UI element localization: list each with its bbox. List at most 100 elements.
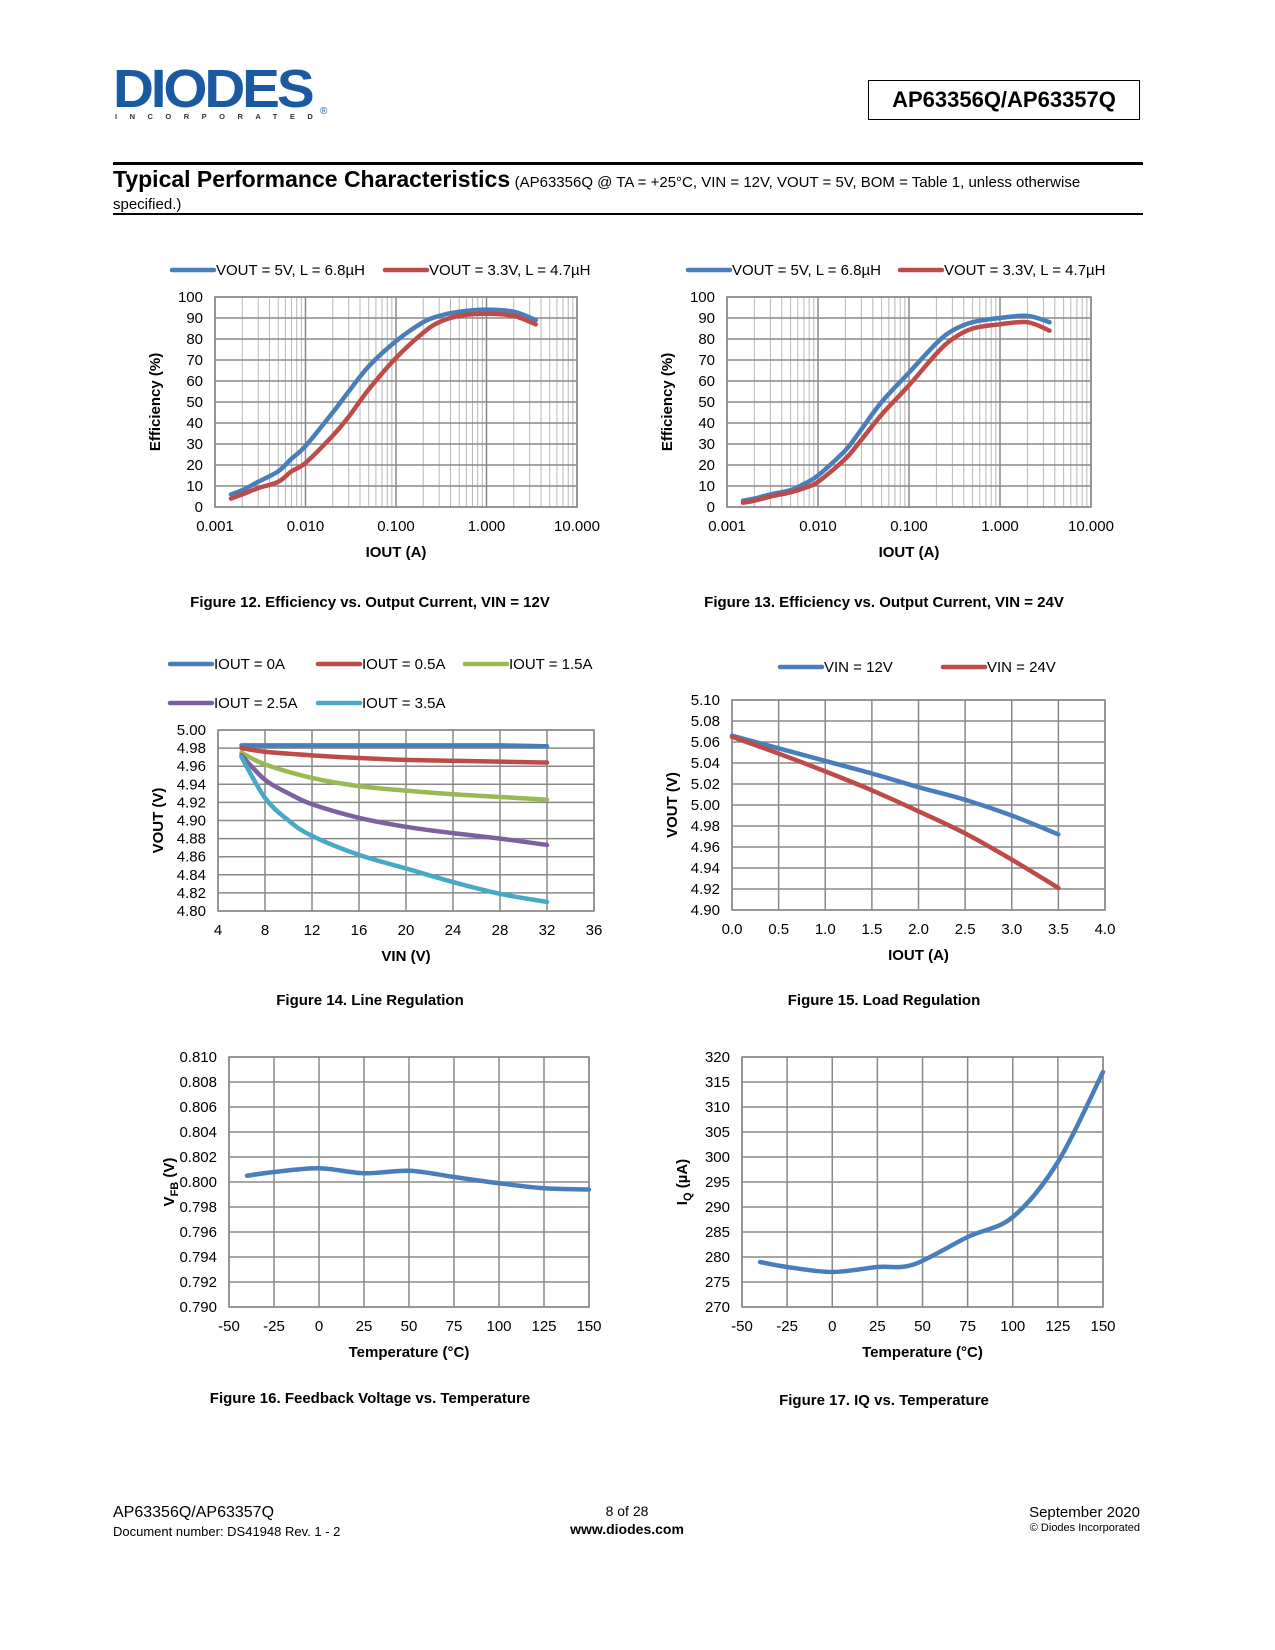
legend-label: IOUT = 0A xyxy=(214,656,285,673)
series-line-red xyxy=(228,311,538,501)
fig13-grid xyxy=(726,296,1092,508)
y-tick-label: 0.794 xyxy=(179,1249,217,1266)
footer-page: 8 of 28 xyxy=(605,1503,649,1519)
y-tick-label: 0 xyxy=(195,499,203,516)
section-rule xyxy=(113,213,1143,215)
y-tick-label: 5.10 xyxy=(691,692,720,709)
x-tick-label: 12 xyxy=(304,922,321,939)
x-tick-label: 0 xyxy=(315,1318,323,1335)
y-tick-label: 0.804 xyxy=(179,1124,217,1141)
x-tick-label: 3.5 xyxy=(1048,921,1069,938)
chart-fig16: -50 -25 0 25 50 75 100 125 150 0.790 0.792 0.794 0.7… xyxy=(140,1040,620,1375)
y-tick-label: 315 xyxy=(705,1074,730,1091)
chart-fig14: 4 8 12 16 20 24 28 32 36 4.80 4.82 4.84 4.86 4.88 4.90… xyxy=(140,645,620,980)
y-tick-label: 0.796 xyxy=(179,1224,217,1241)
x-axis-label: IOUT (A) xyxy=(366,544,427,561)
x-tick-label: 0.0 xyxy=(722,921,743,938)
legend-entry: VOUT = 5V, L = 6.8µH xyxy=(169,262,365,279)
chart-fig14-svg: 4 8 12 16 20 24 28 32 36 4.804.824.844.864.884.90… xyxy=(150,656,602,965)
series-line-blue xyxy=(740,313,1052,503)
plot-border xyxy=(726,296,1092,508)
y-tick-label: 70 xyxy=(698,352,715,369)
x-tick-label: -25 xyxy=(776,1318,798,1335)
footer-website[interactable]: www.diodes.com xyxy=(570,1521,684,1537)
y-tick-label: 300 xyxy=(705,1149,730,1166)
caption-fig15: Figure 15. Load Regulation xyxy=(787,992,981,1009)
legend-entry: IOUT = 1.5A xyxy=(462,656,593,673)
legend-label: VOUT = 3.3V, L = 4.7µH xyxy=(944,262,1106,279)
y-tick-label: 270 xyxy=(705,1299,730,1316)
fig14-grid xyxy=(217,729,595,912)
top-rule xyxy=(113,162,1143,165)
y-axis-label: VFB (V) xyxy=(161,1158,181,1207)
y-axis-label: Efficiency (%) xyxy=(659,353,676,451)
series-line-blue xyxy=(239,743,550,749)
y-tick-label: 0.806 xyxy=(179,1099,217,1116)
legend-entry: VOUT = 5V, L = 6.8µH xyxy=(685,262,881,279)
x-tick-label: 150 xyxy=(1090,1318,1115,1335)
chart-fig13: 0.001 0.010 0.100 1.000 10.000 0 10 20 30 40 50 60 7… xyxy=(655,250,1135,585)
footer-date: September 2020 xyxy=(1029,1504,1140,1521)
x-tick-label: -50 xyxy=(731,1318,753,1335)
legend-entry: IOUT = 0A xyxy=(167,656,285,673)
legend-label: VOUT = 5V, L = 6.8µH xyxy=(732,262,881,279)
series-line-purple xyxy=(239,753,550,848)
caption-fig17: Figure 17. IQ vs. Temperature xyxy=(779,1392,989,1409)
x-tick-label: 10.000 xyxy=(1068,518,1114,535)
x-tick-label: 0.001 xyxy=(708,518,746,535)
legend-label: IOUT = 1.5A xyxy=(509,656,593,673)
series-line-green xyxy=(239,750,550,802)
x-tick-label: 0.010 xyxy=(799,518,837,535)
legend-entry: VIN = 24V xyxy=(940,659,1056,676)
y-tick-label: 290 xyxy=(705,1199,730,1216)
y-tick-label: 285 xyxy=(705,1224,730,1241)
x-tick-label: 1.000 xyxy=(468,518,506,535)
x-tick-label: 25 xyxy=(869,1318,886,1335)
plot-border xyxy=(731,699,1106,911)
y-tick-label: 5.00 xyxy=(177,722,206,739)
chart-fig13-svg: 0.001 0.010 0.100 1.000 10.000 0 10 20 30 40 50 60 7… xyxy=(659,262,1114,561)
y-tick-label: 4.90 xyxy=(691,902,720,919)
fig16-grid xyxy=(228,1056,590,1308)
legend-label: VOUT = 5V, L = 6.8µH xyxy=(216,262,365,279)
series-line-blue xyxy=(757,1069,1106,1275)
x-tick-label: 125 xyxy=(531,1318,556,1335)
series-line-red xyxy=(740,319,1052,506)
x-tick-label: 0.010 xyxy=(287,518,325,535)
legend-entry: VOUT = 3.3V, L = 4.7µH xyxy=(897,262,1106,279)
chart-fig12: 0.001 0.010 0.100 1.000 10.000 0 10 20 30 40 50 60 7… xyxy=(140,250,620,585)
y-tick-label: 280 xyxy=(705,1249,730,1266)
y-tick-label: 5.02 xyxy=(691,776,720,793)
x-tick-label: 1.000 xyxy=(981,518,1019,535)
y-tick-label: 40 xyxy=(186,415,203,432)
legend-entry: IOUT = 0.5A xyxy=(315,656,446,673)
y-tick-label: 4.82 xyxy=(177,885,206,902)
y-tick-label: 80 xyxy=(698,331,715,348)
y-tick-label: 4.94 xyxy=(691,860,720,877)
y-tick-label: 0.800 xyxy=(179,1174,217,1191)
series-line-cyan xyxy=(239,754,550,905)
x-tick-label: 32 xyxy=(539,922,556,939)
caption-fig14: Figure 14. Line Regulation xyxy=(276,992,464,1009)
x-tick-label: 24 xyxy=(445,922,462,939)
y-tick-label: 4.98 xyxy=(691,818,720,835)
y-tick-label: 80 xyxy=(186,331,203,348)
x-tick-label: 16 xyxy=(351,922,368,939)
y-tick-label: 5.04 xyxy=(691,755,720,772)
x-axis-label: Temperature (°C) xyxy=(862,1344,983,1361)
series-line-red xyxy=(729,734,1061,891)
y-tick-label: 4.80 xyxy=(177,903,206,920)
x-tick-label: 50 xyxy=(401,1318,418,1335)
y-tick-label: 295 xyxy=(705,1174,730,1191)
x-axis-label: IOUT (A) xyxy=(879,544,940,561)
x-tick-label: 0.001 xyxy=(196,518,234,535)
registered-mark: ® xyxy=(320,106,328,117)
x-tick-label: -25 xyxy=(263,1318,285,1335)
y-tick-label: 70 xyxy=(186,352,203,369)
chart-fig15: 0.0 0.5 1.0 1.5 2.0 2.5 3.0 3.5 4.0 4.90 4.92 4.94 4… xyxy=(655,645,1135,980)
x-tick-label: 4 xyxy=(214,922,222,939)
x-tick-label: 0.100 xyxy=(890,518,928,535)
legend-label: VOUT = 3.3V, L = 4.7µH xyxy=(429,262,591,279)
y-tick-label: 305 xyxy=(705,1124,730,1141)
chart-fig12-svg: 0.001 0.010 0.100 1.000 10.000 0 10 20 30 40 50 60 7… xyxy=(147,262,600,561)
